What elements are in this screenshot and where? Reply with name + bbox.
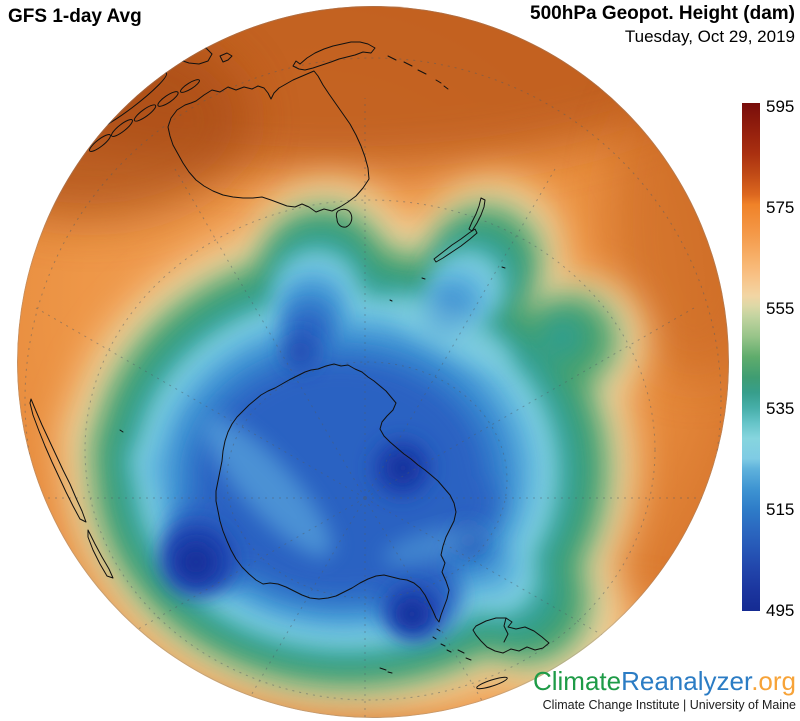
coastline-java-3 [133, 104, 157, 122]
branding: ClimateReanalyzer.org Climate Change Ins… [533, 667, 796, 712]
graticule [17, 57, 729, 718]
date-label: Tuesday, Oct 29, 2019 [624, 27, 795, 46]
colorbar-tick-label: 575 [766, 198, 795, 217]
coastline-nz-north-island [468, 197, 486, 232]
coastline-antarctica [215, 363, 457, 623]
colorbar-gradient [742, 103, 760, 611]
coastlines [29, 41, 550, 690]
wordmark-org: .org [751, 666, 796, 696]
institute-label: Climate Change Institute | University of… [542, 698, 796, 712]
colorbar-tick-label: 515 [766, 500, 795, 519]
colorbar-tick-label: 495 [766, 601, 795, 620]
colorbar-tick-label: 595 [766, 97, 795, 116]
coastline-java-4 [157, 91, 179, 107]
coastline-solomons [387, 55, 449, 90]
coastline-left-limb-1 [29, 398, 87, 523]
contour-field [17, 6, 729, 718]
wordmark-climate: Climate [532, 666, 622, 696]
coastline-tierra-del-fuego [472, 617, 550, 654]
site-wordmark: ClimateReanalyzer.org [533, 667, 796, 695]
colorbar-tick-label: 535 [766, 399, 795, 418]
coastline-left-limb-2 [87, 529, 114, 579]
model-title: GFS 1-day Avg [8, 6, 142, 27]
globe-rim [17, 6, 729, 718]
coastline-sulawesi [219, 52, 233, 63]
coastline-peninsula-islands [432, 628, 452, 653]
coastline-java-2 [111, 119, 133, 137]
coastline-fuego-fjord [503, 617, 509, 643]
header-right: 500hPa Geopot. Height (dam) Tuesday, Oct… [530, 3, 795, 47]
wordmark-reanalyzer: Reanalyzer [621, 666, 752, 696]
coastline-tasmania [335, 208, 353, 228]
colorbar-tick-label: 555 [766, 299, 795, 318]
coastline-new-guinea [292, 41, 376, 71]
coastline-australia [167, 70, 370, 213]
coastline-rim-island [476, 676, 508, 690]
coastline-java-5 [180, 79, 200, 93]
coastline-nz-south-island [433, 228, 478, 263]
variable-title: 500hPa Geopot. Height (dam) [530, 3, 795, 24]
coastline-java-1 [89, 134, 111, 152]
